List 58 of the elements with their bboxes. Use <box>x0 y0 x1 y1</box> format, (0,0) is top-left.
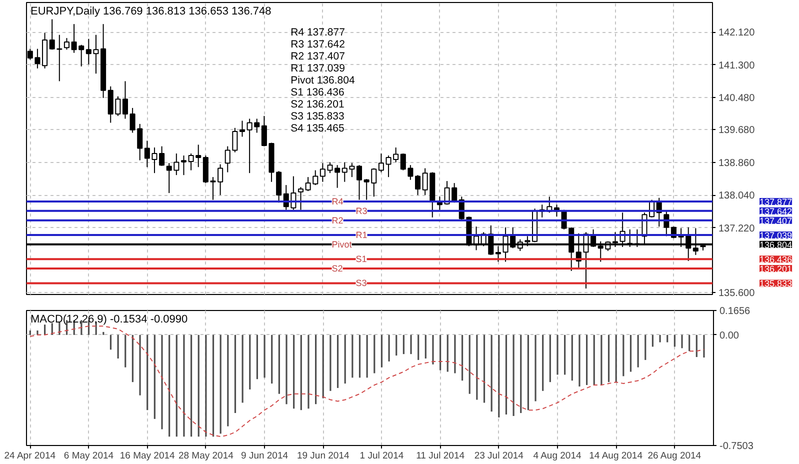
y-tick-label: 139.680 <box>718 125 756 136</box>
ref-line-label: S2 <box>332 263 343 274</box>
text: 135.833 <box>760 278 792 289</box>
candlestick <box>180 154 187 176</box>
x-tick-label: 16 May 2014 <box>120 450 175 462</box>
y-tick-label: 0.1656 <box>720 306 751 317</box>
ref-line-label: Pivot <box>332 239 352 250</box>
chart-title: MACD(12,26,9) -0.1534 -0.0990 <box>30 314 188 326</box>
annotation: R3 137.642 <box>290 38 346 50</box>
y-tick-label: 142.120 <box>718 28 756 39</box>
annotation: R4 137.877 <box>290 26 346 38</box>
y-tick-label: 137.220 <box>718 223 756 234</box>
candlestick <box>239 120 246 138</box>
text: 137.407 <box>760 216 792 226</box>
ref-line-label: R1 <box>356 230 368 240</box>
candlestick <box>298 186 304 210</box>
ref-line-label: R2 <box>332 215 344 226</box>
text: 137.877 <box>760 197 792 208</box>
x-tick-label: 28 May 2014 <box>178 450 234 462</box>
candlestick <box>122 80 128 120</box>
y-tick-label: 138.860 <box>718 158 756 169</box>
annotation: R2 137.407 <box>290 50 346 62</box>
x-tick-label: 23 Jul 2014 <box>474 450 524 462</box>
annotation: Pivot 136.804 <box>290 74 355 86</box>
ref-line-label: R4 <box>332 196 344 207</box>
y-tick-label: 140.480 <box>718 93 756 104</box>
x-tick-label: 19 Jun 2014 <box>296 450 350 462</box>
x-tick-label: 4 Aug 2014 <box>533 450 582 462</box>
x-tick-label: 1 Jul 2014 <box>360 450 404 462</box>
x-tick-label: 24 Apr 2014 <box>4 450 56 462</box>
candlestick <box>415 174 421 196</box>
x-tick-label: 26 Aug 2014 <box>648 450 702 462</box>
annotation: S2 136.201 <box>290 98 344 110</box>
y-tick-label: 0.00 <box>720 330 740 342</box>
annotation: S1 136.436 <box>290 86 344 98</box>
text: 136.201 <box>760 264 792 274</box>
text: 137.039 <box>760 230 792 241</box>
chart-title: EURJPY,Daily 136.769 136.813 136.653 136.748 <box>30 6 272 18</box>
y-tick-label: 141.300 <box>718 60 756 72</box>
ref-line-label: R3 <box>356 206 368 216</box>
y-tick-label: -0.7503 <box>720 441 754 452</box>
line-series <box>30 326 704 438</box>
y-tick-label: 138.040 <box>718 190 756 202</box>
x-tick-label: 11 Jul 2014 <box>416 450 465 462</box>
candlestick <box>64 38 70 50</box>
x-tick-label: 9 Jun 2014 <box>241 450 288 462</box>
x-tick-label: 14 Aug 2014 <box>589 450 643 462</box>
annotation: R1 137.039 <box>290 62 346 74</box>
text: 136.436 <box>760 254 792 265</box>
annotation: S4 135.465 <box>290 122 344 134</box>
ref-line-label: S3 <box>356 278 367 288</box>
y-tick-label: 135.600 <box>718 288 756 300</box>
text: 137.642 <box>760 206 792 216</box>
candlestick <box>356 164 362 200</box>
text: 136.804 <box>760 240 792 250</box>
ref-line-label: S1 <box>356 254 367 264</box>
annotation: S3 135.833 <box>290 110 344 122</box>
x-tick-label: 6 May 2014 <box>64 450 114 462</box>
